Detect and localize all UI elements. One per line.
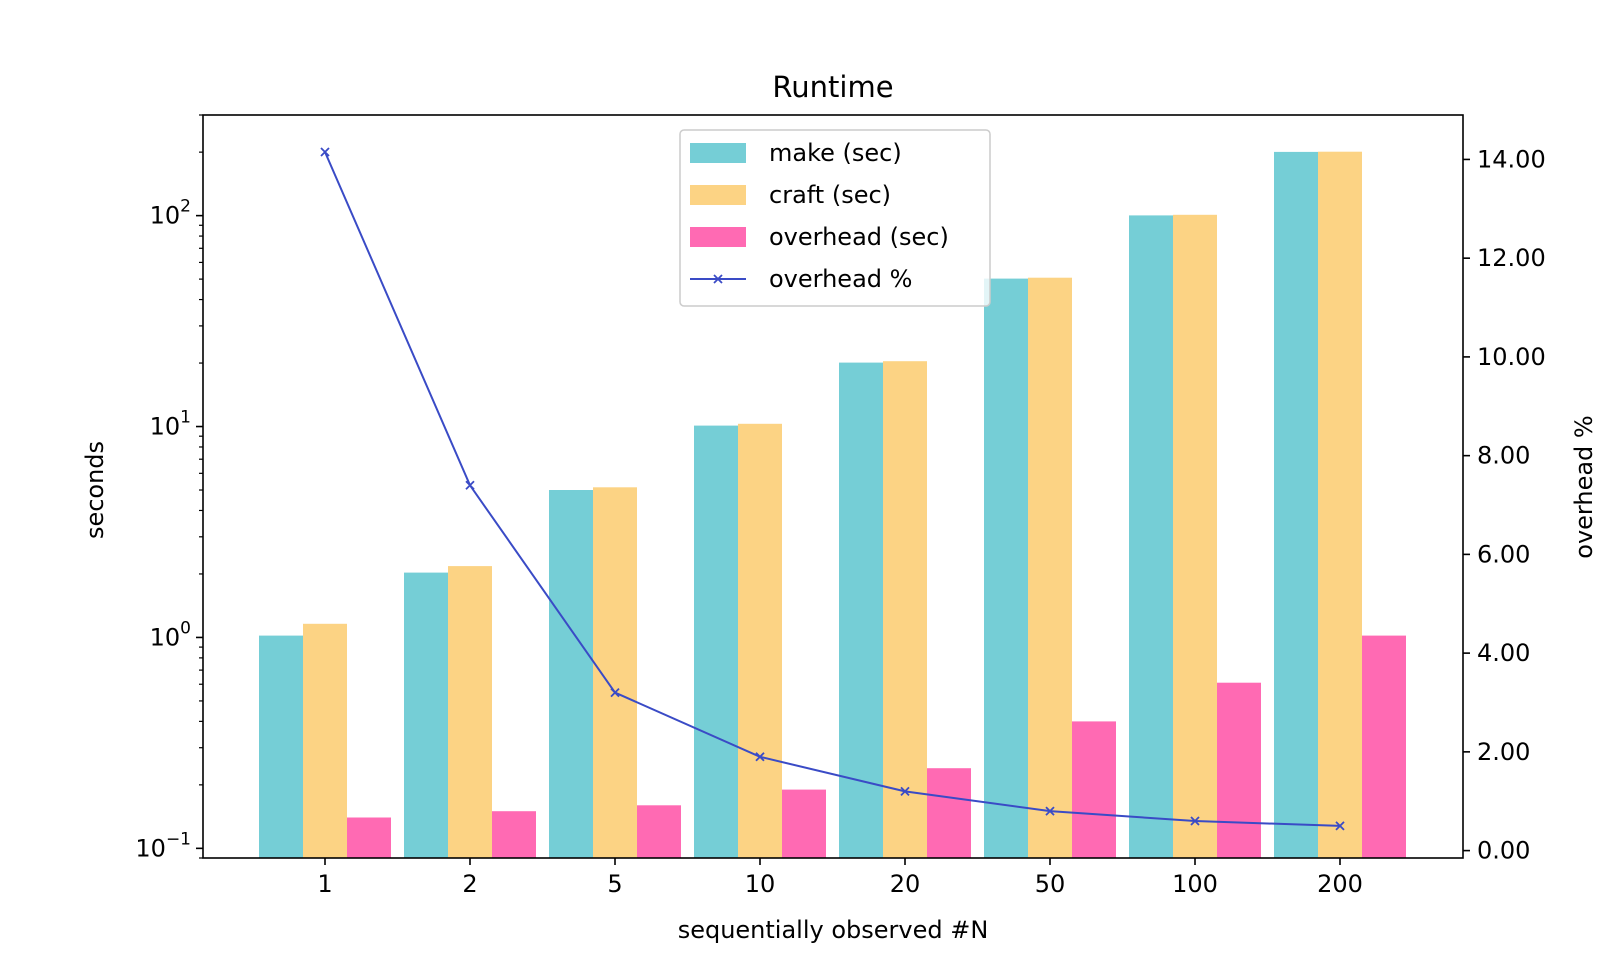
legend-swatch-overhead-sec (690, 227, 746, 247)
overhead-pct-point-50 (1045, 806, 1055, 816)
bar-make-sec-200 (1274, 151, 1318, 858)
bar-overhead-sec-200 (1362, 635, 1406, 858)
y-axis-label: seconds (81, 441, 109, 539)
y2-tick-label: 0.00 (1477, 837, 1530, 865)
y-tick-label: 100 (150, 618, 191, 651)
overhead-line-layer (320, 147, 1345, 831)
bar-craft-sec-5 (593, 487, 637, 858)
x-tick-label: 10 (745, 870, 776, 898)
y2-tick-label: 12.00 (1477, 244, 1546, 272)
bar-make-sec-20 (839, 362, 883, 858)
x-tick-label: 20 (890, 870, 921, 898)
bars-layer (259, 151, 1406, 859)
x-tick-label: 2 (462, 870, 477, 898)
bar-make-sec-100 (1129, 215, 1173, 858)
y2-tick-label: 4.00 (1477, 639, 1530, 667)
bar-make-sec-5 (549, 490, 593, 858)
bar-overhead-sec-2 (492, 811, 536, 858)
plot-frame (202, 114, 1464, 859)
overhead-pct-point-2 (465, 480, 475, 490)
bar-make-sec-2 (404, 572, 448, 858)
bar-make-sec-1 (259, 635, 303, 858)
legend-x-marker (713, 274, 723, 284)
legend-swatch-craft (690, 185, 746, 205)
bar-overhead-sec-20 (927, 768, 971, 858)
bar-craft-sec-200 (1318, 151, 1362, 858)
y-tick-label: 101 (150, 408, 191, 441)
legend-label-overhead-sec: overhead (sec) (769, 223, 949, 251)
overhead-pct-point-200 (1335, 821, 1345, 831)
x-axis: 1 2 5 10 20 50 100 200 (317, 858, 1363, 898)
y2-axis-label: overhead % (1570, 415, 1598, 558)
bar-overhead-sec-100 (1217, 682, 1261, 858)
legend-label-make: make (sec) (769, 139, 902, 167)
y2-tick-label: 10.00 (1477, 343, 1546, 371)
overhead-pct-point-1 (320, 147, 330, 157)
bar-craft-sec-20 (883, 361, 927, 858)
bar-overhead-sec-10 (782, 789, 826, 858)
bar-craft-sec-50 (1028, 277, 1072, 858)
y-tick-label: 102 (150, 197, 191, 230)
legend-swatch-make (690, 143, 746, 163)
bar-craft-sec-10 (738, 423, 782, 858)
x-tick-label: 50 (1035, 870, 1066, 898)
y2-tick-label: 6.00 (1477, 540, 1530, 568)
overhead-pct-line (324, 151, 1341, 827)
bar-overhead-sec-5 (637, 805, 681, 858)
x-tick-label: 1 (317, 870, 332, 898)
legend-label-craft: craft (sec) (769, 181, 891, 209)
overhead-pct-point-100 (1190, 816, 1200, 826)
overhead-pct-point-5 (610, 687, 620, 698)
bar-make-sec-50 (984, 278, 1028, 859)
legend: make (sec) craft (sec) overhead (sec) ov… (679, 129, 991, 307)
x-axis-label: sequentially observed #N (678, 916, 989, 944)
x-tick-label: 100 (1172, 870, 1218, 898)
legend-label-overhead-pct: overhead % (769, 265, 912, 293)
x-tick-label: 200 (1317, 870, 1363, 898)
legend-marker-overhead-pct (713, 274, 723, 284)
y2-tick-label: 8.00 (1477, 442, 1530, 470)
overhead-pct-point-20 (900, 786, 910, 796)
bar-overhead-sec-50 (1072, 721, 1116, 858)
legend-box (679, 129, 991, 307)
y2-tick-label: 2.00 (1477, 738, 1530, 766)
right-y-axis: 0.00 2.00 4.00 6.00 8.00 10.00 12.00 14.00 (1463, 145, 1546, 865)
left-y-axis: 10−1 100 101 102 (135, 114, 203, 862)
y2-tick-label: 14.00 (1477, 145, 1546, 173)
bar-craft-sec-100 (1173, 214, 1217, 859)
overhead-pct-point-10 (755, 752, 765, 762)
x-tick-label: 5 (607, 870, 622, 898)
y-tick-label: 10−1 (135, 829, 191, 862)
bar-make-sec-10 (694, 425, 738, 858)
bar-craft-sec-2 (448, 566, 492, 858)
chart-title: Runtime (772, 70, 893, 104)
bar-overhead-sec-1 (347, 817, 391, 858)
bar-craft-sec-1 (303, 623, 347, 858)
